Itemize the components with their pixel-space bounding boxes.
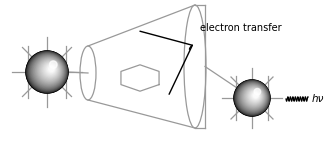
Circle shape: [234, 80, 270, 116]
Circle shape: [246, 88, 262, 104]
Circle shape: [28, 52, 67, 91]
Circle shape: [253, 93, 258, 98]
Circle shape: [47, 65, 55, 73]
Circle shape: [26, 51, 68, 93]
Circle shape: [247, 89, 262, 104]
Circle shape: [35, 57, 63, 85]
Circle shape: [242, 85, 265, 109]
Circle shape: [31, 54, 65, 89]
Circle shape: [40, 61, 59, 79]
Circle shape: [35, 57, 62, 84]
Circle shape: [239, 83, 267, 112]
Circle shape: [251, 91, 260, 100]
Circle shape: [27, 51, 68, 92]
Circle shape: [34, 57, 63, 85]
Circle shape: [252, 92, 259, 100]
Circle shape: [49, 67, 54, 71]
Circle shape: [254, 93, 258, 97]
Circle shape: [32, 55, 64, 87]
Circle shape: [238, 83, 267, 112]
Circle shape: [248, 90, 261, 103]
Circle shape: [31, 55, 65, 88]
Circle shape: [250, 91, 260, 101]
Circle shape: [29, 53, 66, 90]
Circle shape: [38, 59, 61, 82]
Circle shape: [236, 81, 269, 114]
Circle shape: [43, 62, 58, 77]
Circle shape: [47, 65, 55, 74]
Circle shape: [40, 60, 60, 80]
Circle shape: [38, 59, 61, 82]
Circle shape: [42, 62, 58, 78]
Circle shape: [37, 58, 61, 83]
Circle shape: [237, 82, 268, 113]
Circle shape: [242, 86, 265, 108]
Circle shape: [251, 91, 260, 101]
Circle shape: [245, 87, 263, 106]
Circle shape: [240, 84, 266, 110]
Circle shape: [33, 56, 64, 87]
Circle shape: [33, 56, 63, 86]
Circle shape: [252, 92, 259, 99]
Circle shape: [249, 90, 261, 102]
Circle shape: [36, 58, 62, 83]
Text: hν: hν: [312, 94, 324, 104]
Circle shape: [243, 86, 264, 108]
Circle shape: [245, 88, 263, 106]
Circle shape: [254, 88, 260, 95]
Circle shape: [235, 81, 269, 115]
Circle shape: [234, 80, 270, 116]
Circle shape: [29, 53, 66, 90]
Circle shape: [239, 84, 267, 111]
Circle shape: [240, 84, 266, 110]
Circle shape: [26, 51, 68, 93]
Circle shape: [27, 52, 67, 92]
Circle shape: [253, 93, 259, 98]
Circle shape: [238, 82, 268, 113]
Circle shape: [50, 61, 57, 68]
Circle shape: [246, 88, 263, 105]
Circle shape: [49, 66, 54, 72]
Circle shape: [243, 86, 264, 107]
Circle shape: [48, 66, 55, 72]
Circle shape: [41, 61, 59, 79]
Circle shape: [46, 64, 56, 74]
Circle shape: [235, 80, 270, 115]
Text: electron transfer: electron transfer: [200, 23, 282, 33]
Circle shape: [45, 64, 56, 75]
Circle shape: [30, 54, 66, 89]
Circle shape: [42, 62, 58, 78]
Circle shape: [249, 90, 260, 102]
Circle shape: [44, 63, 57, 76]
Circle shape: [236, 82, 268, 114]
Circle shape: [241, 85, 266, 109]
Circle shape: [39, 60, 60, 81]
Circle shape: [248, 89, 262, 103]
Circle shape: [44, 64, 57, 76]
Circle shape: [244, 87, 264, 107]
